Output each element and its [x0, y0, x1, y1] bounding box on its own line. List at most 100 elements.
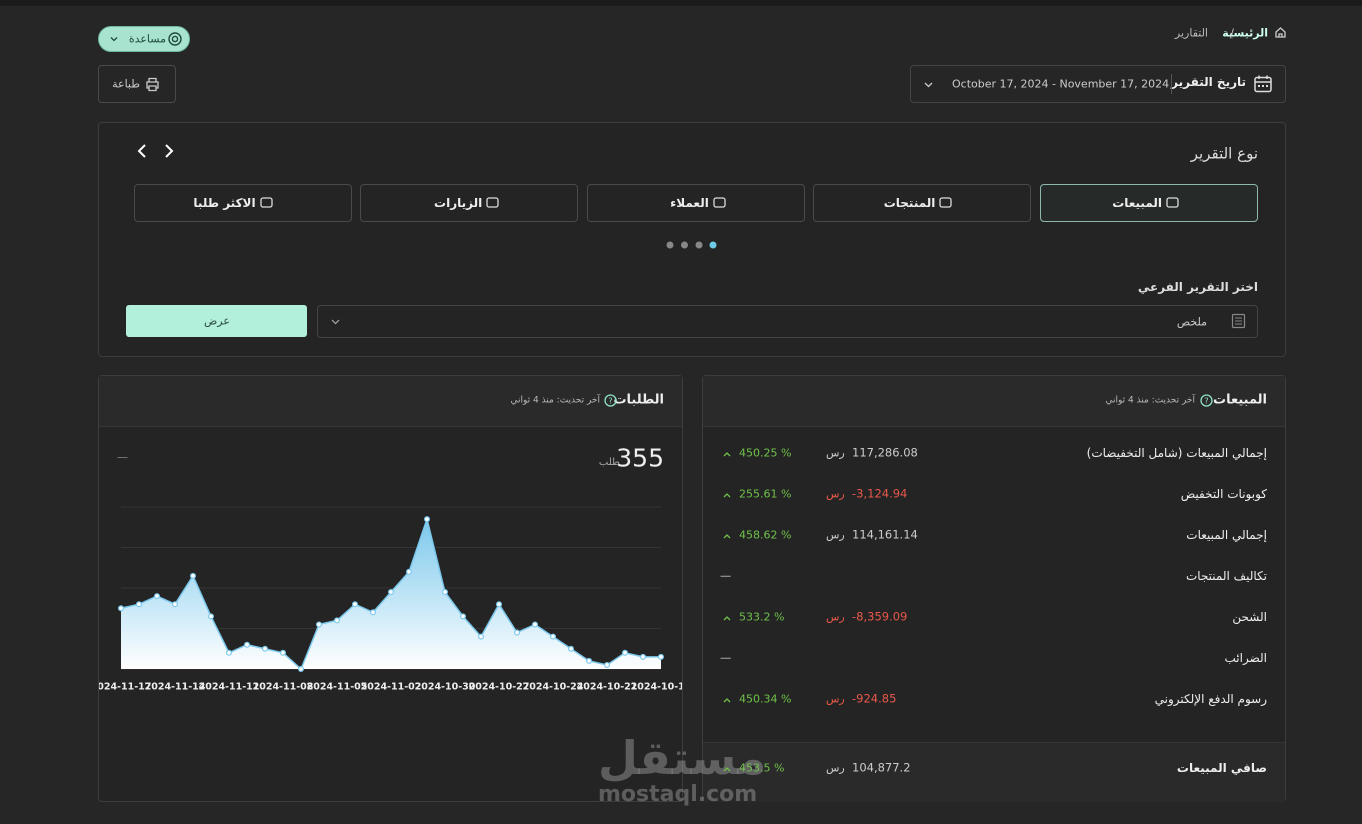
- point: [657, 653, 664, 660]
- up-arrow: [723, 493, 731, 498]
- row-label: الشحن: [1232, 610, 1267, 624]
- point: [189, 572, 196, 579]
- tab-icon: [713, 197, 726, 208]
- tab-button[interactable]: [133, 184, 352, 222]
- date-range: October 17, 2024 - November 17, 2024: [952, 77, 1170, 91]
- point: [334, 617, 341, 624]
- x-tick-label: 2024-11-02: [361, 682, 422, 693]
- point: [514, 629, 521, 636]
- carousel-dots[interactable]: [662, 239, 722, 251]
- sub-report-selected: ملخص: [1176, 315, 1207, 329]
- tab-button[interactable]: [360, 184, 579, 222]
- info-icon: ?: [604, 394, 617, 407]
- row-label: الضرائب: [1224, 651, 1267, 665]
- net-row-bg: [703, 742, 1285, 802]
- sub-report-select[interactable]: [317, 305, 1258, 338]
- x-tick-label: 2024-11-05: [307, 682, 368, 693]
- tab-label: المنتجات: [883, 196, 936, 210]
- x-tick-label: 2024-10-24: [523, 682, 584, 693]
- show-label: عرض: [204, 314, 230, 328]
- point: [153, 593, 160, 600]
- row-currency: رس: [826, 761, 845, 775]
- arrow-shape: [723, 616, 731, 621]
- icon-shape: [259, 197, 273, 208]
- calendar-icon: [1254, 75, 1272, 93]
- x-tick-label: 2024-10-27: [469, 682, 530, 693]
- tab-label: العملاء: [670, 196, 709, 210]
- carousel-arrows[interactable]: [135, 143, 177, 159]
- tab-button[interactable]: [813, 184, 1032, 222]
- up-arrow: [723, 452, 731, 457]
- point: [639, 653, 646, 660]
- row-change: 533.2 %: [739, 610, 785, 624]
- help-icon: [168, 32, 182, 46]
- point: [298, 666, 305, 673]
- icon-shape: [486, 197, 499, 208]
- icon-shape: [939, 197, 953, 208]
- row-currency: رس: [826, 487, 845, 501]
- point: [207, 613, 214, 620]
- breadcrumb-separator: /: [1230, 26, 1234, 40]
- tab-label: المبيعات: [1112, 196, 1162, 210]
- row-change: 458.62 %: [739, 528, 792, 542]
- point: [478, 633, 485, 640]
- row-label: إجمالي المبيعات: [1186, 528, 1267, 542]
- row-change: 255.61 %: [739, 487, 792, 501]
- row-label: صافي المبيعات: [1176, 761, 1267, 775]
- row-currency: رس: [826, 692, 845, 706]
- row-amount: 114,161.14: [852, 527, 918, 542]
- tab-icon: [939, 197, 953, 208]
- point: [262, 645, 269, 652]
- date-filter[interactable]: [910, 65, 1286, 103]
- info-icon: ?: [1200, 394, 1213, 407]
- icon-shape: [713, 197, 726, 208]
- row-amount: -8,359.09: [852, 609, 908, 624]
- row-label: إجمالي المبيعات (شامل التخفيضات): [1086, 446, 1267, 460]
- up-arrow: [723, 616, 731, 621]
- up-arrow: [723, 534, 731, 539]
- tab-button[interactable]: [586, 184, 805, 222]
- x-tick-label: 2024-11-17: [99, 682, 151, 693]
- point: [280, 649, 287, 656]
- breadcrumb-home[interactable]: الرئيسية: [1222, 26, 1268, 40]
- tab-label: الزيارات: [434, 196, 483, 210]
- tab-label: الاكثر طلبا: [193, 196, 256, 210]
- point: [424, 516, 431, 523]
- point: [568, 645, 575, 652]
- point: [135, 601, 142, 608]
- point: [225, 649, 232, 656]
- watermark-name: مستقل: [598, 731, 767, 785]
- point: [621, 649, 628, 656]
- arrow-shape: [723, 698, 731, 703]
- sales-header: [703, 376, 1285, 427]
- select-caret: [331, 319, 340, 325]
- tab-icon: [1166, 197, 1179, 208]
- point: [442, 589, 449, 596]
- sales-updated: آخر تحديث: منذ 4 ثواني: [1105, 395, 1195, 406]
- x-tick-label: 2024-10-30: [415, 682, 476, 693]
- tab-button[interactable]: [1040, 184, 1258, 222]
- orders-header: [99, 376, 682, 427]
- print-label: طباعة: [112, 77, 140, 91]
- top-strip: [0, 0, 1362, 6]
- icon-shape: [1166, 197, 1179, 208]
- help-label: مساعدة: [128, 32, 166, 46]
- row-amount: 104,877.2: [852, 760, 911, 775]
- point: [586, 657, 593, 664]
- help-caret: [110, 37, 118, 42]
- show-button[interactable]: [126, 305, 307, 337]
- point: [460, 613, 467, 620]
- print-button[interactable]: [98, 65, 176, 103]
- orders-updated: آخر تحديث: منذ 4 ثواني: [510, 395, 600, 406]
- sales-title: المبيعات: [1213, 392, 1267, 408]
- point: [352, 601, 359, 608]
- orders-title: الطلبات: [613, 392, 664, 408]
- date-caret: [924, 82, 933, 88]
- point: [406, 568, 413, 575]
- tab-icon: [486, 197, 499, 208]
- home-icon: [1275, 27, 1286, 38]
- row-label: كوبونات التخفيض: [1180, 487, 1267, 501]
- point: [244, 641, 251, 648]
- breadcrumb-current: التقارير: [1174, 26, 1208, 40]
